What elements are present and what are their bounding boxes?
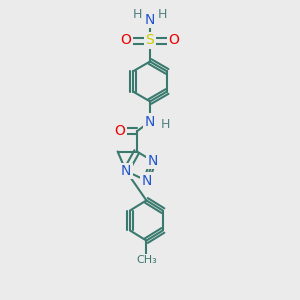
Text: O: O [115, 124, 125, 138]
Text: N: N [141, 174, 152, 188]
Text: S: S [146, 34, 154, 47]
Text: N: N [121, 164, 131, 178]
Text: O: O [169, 34, 179, 47]
Text: N: N [148, 154, 158, 168]
Text: H: H [158, 8, 168, 21]
Text: CH₃: CH₃ [136, 255, 157, 266]
Text: H: H [160, 118, 170, 131]
Text: O: O [121, 34, 131, 47]
Text: N: N [145, 13, 155, 26]
Text: N: N [145, 115, 155, 128]
Text: H: H [132, 8, 142, 21]
